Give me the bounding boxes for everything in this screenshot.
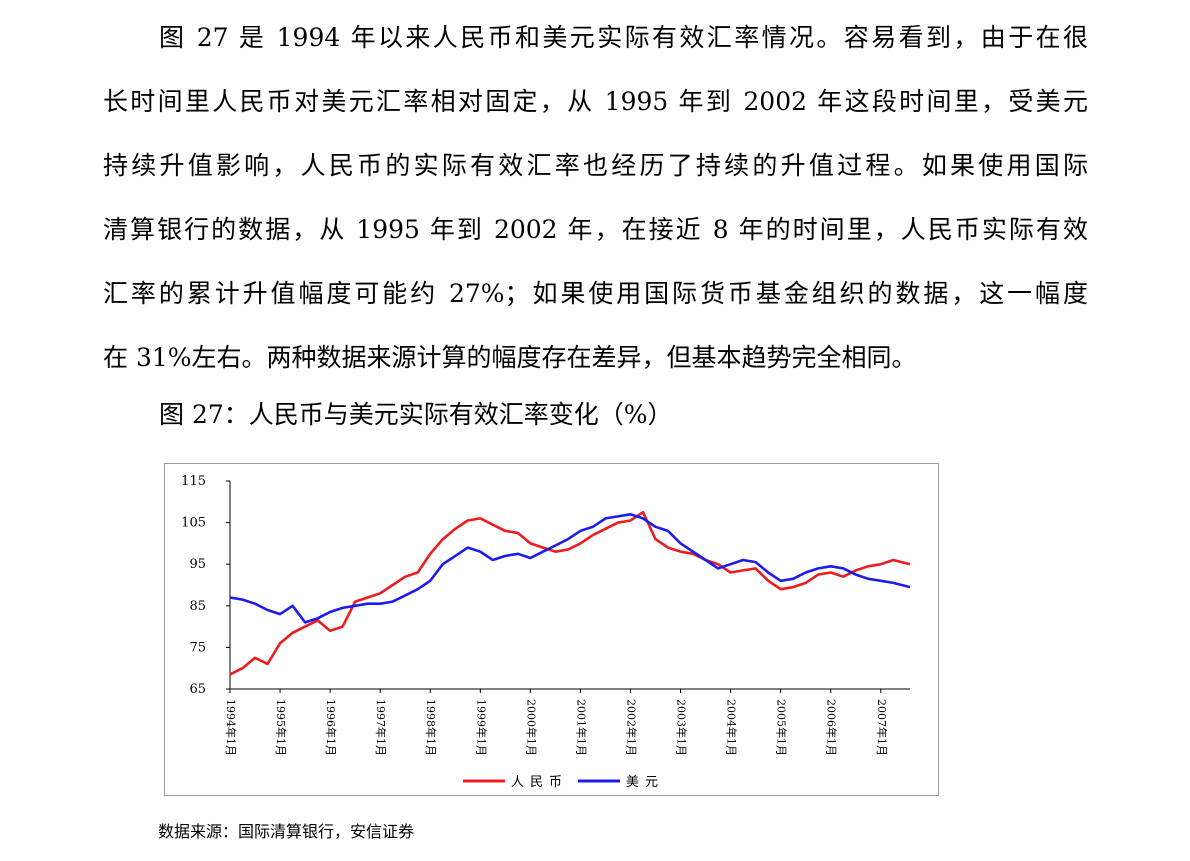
x-tick-label: 2000年1月 [524, 699, 538, 756]
x-tick-label: 2004年1月 [725, 699, 739, 756]
paragraph-line: 清算银行的数据，从 1995 年到 2002 年，在接近 8 年的时间里，人民币… [103, 215, 1088, 244]
y-tick-label: 115 [181, 474, 206, 489]
paragraph-line: 汇率的累计升值幅度可能约 27%；如果使用国际货币基金组织的数据，这一幅度 [103, 279, 1088, 308]
x-tick-label: 1998年1月 [424, 699, 438, 756]
x-tick-label: 2006年1月 [825, 699, 839, 756]
x-tick-label: 1994年1月 [224, 699, 238, 756]
paragraph-line: 在 31%左右。两种数据来源计算的幅度存在差异，但基本趋势完全相同。 [103, 343, 917, 372]
legend-label-0: 人民币 [511, 775, 568, 790]
x-tick-label: 1999年1月 [474, 699, 488, 756]
x-tick-label: 2007年1月 [875, 699, 889, 756]
y-tick-label: 75 [189, 640, 206, 655]
body-paragraph: 图 27 是 1994 年以来人民币和美元实际有效汇率情况。容易看到，由于在很 … [103, 6, 1088, 390]
chart-axes: 115 105 95 85 75 65 1994年1月 1995年1月 1996年1月 1997年… [181, 474, 910, 756]
paragraph-line: 图 27 是 1994 年以来人民币和美元实际有效汇率情况。容易看到，由于在很 [159, 23, 1088, 52]
x-tick-label: 2001年1月 [574, 699, 588, 756]
y-tick-label: 95 [189, 557, 206, 572]
line-chart: 115 105 95 85 75 65 1994年1月 1995年1月 1996年1月 1997年… [181, 474, 911, 790]
legend-label-1: 美元 [626, 775, 664, 790]
paragraph-line: 持续升值影响，人民币的实际有效汇率也经历了持续的升值过程。如果使用国际 [103, 151, 1088, 180]
y-tick-label: 85 [189, 599, 206, 614]
x-tick-label: 1995年1月 [274, 699, 288, 756]
chart-legend: 人民币 美元 [463, 775, 664, 790]
x-tick-label: 1996年1月 [324, 699, 338, 756]
source-note: 数据来源：国际清算银行，安信证券 [158, 822, 415, 841]
series-line-1 [229, 513, 911, 624]
y-tick-label: 65 [189, 682, 206, 697]
figure-title: 图 27：人民币与美元实际有效汇率变化（%） [159, 400, 673, 429]
x-tick-label: 2005年1月 [775, 699, 789, 756]
x-tick-label: 2002年1月 [624, 699, 638, 756]
y-tick-label: 105 [181, 516, 206, 531]
chart-frame: 115 105 95 85 75 65 1994年1月 1995年1月 1996年1月 1997年… [164, 463, 939, 796]
paragraph-line: 长时间里人民币对美元汇率相对固定，从 1995 年到 2002 年这段时间里，受… [103, 87, 1088, 116]
x-tick-label: 2003年1月 [675, 699, 689, 756]
x-tick-label: 1997年1月 [374, 699, 388, 756]
series-line-0 [229, 510, 911, 676]
chart-series [229, 510, 911, 676]
